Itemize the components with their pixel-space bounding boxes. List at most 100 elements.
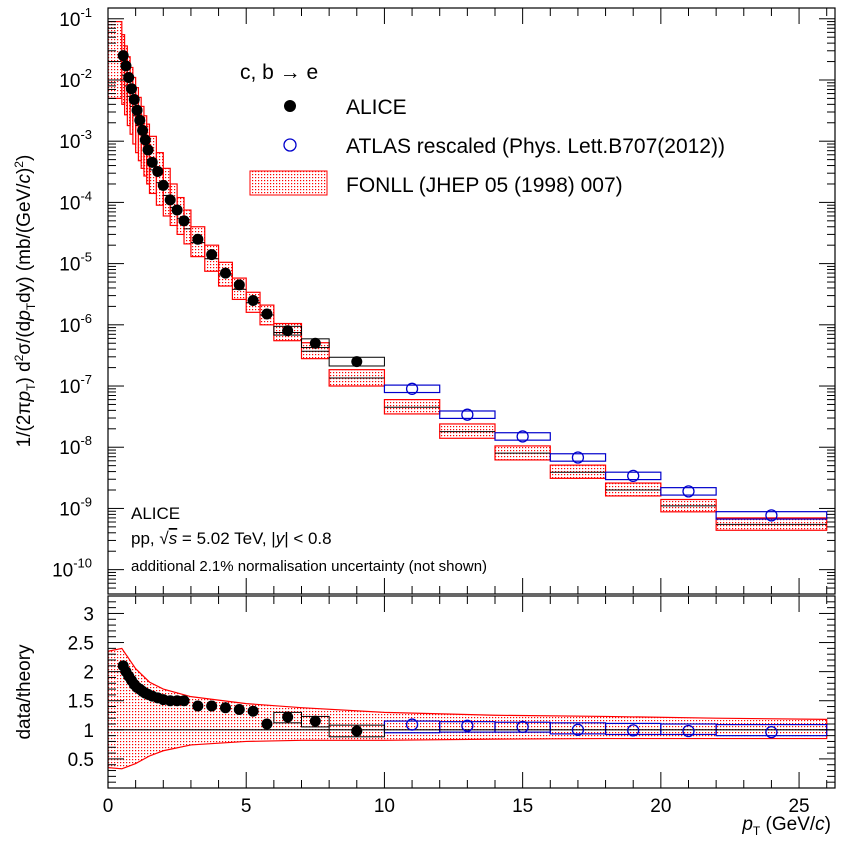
atlas-point bbox=[571, 451, 585, 464]
top-y-axis: 10-1 10-2 10-3 10-4 10-5 10-6 10-7 10-8 10-9 10-1… bbox=[52, 5, 835, 595]
atlas-point bbox=[682, 485, 695, 498]
atlas-ratio-point bbox=[571, 723, 585, 736]
y-tick-label: 10-6 bbox=[59, 311, 92, 337]
y-tick-label: 10-5 bbox=[59, 250, 92, 276]
alice-point bbox=[139, 134, 151, 146]
fonll-band-ratio bbox=[108, 647, 828, 770]
bottom-y-axis-label: data/theory bbox=[14, 644, 35, 740]
atlas-syst-box bbox=[549, 453, 607, 462]
alice-point bbox=[131, 104, 143, 116]
alice-ratio-point bbox=[192, 700, 204, 712]
legend-alice-marker bbox=[284, 100, 296, 112]
atlas-ratio-point bbox=[627, 724, 640, 737]
atlas-point bbox=[627, 469, 640, 483]
y-tick-label: 10-8 bbox=[59, 433, 92, 459]
top-frame bbox=[107, 7, 836, 595]
alice-ratio-point bbox=[219, 702, 231, 714]
x-tick-label: 20 bbox=[650, 796, 671, 817]
legend-header: c, b → e bbox=[240, 61, 318, 84]
alice-ratio-point bbox=[206, 700, 218, 712]
annotation-experiment: ALICE bbox=[131, 504, 180, 523]
annotation-normalisation: additional 2.1% normalisation uncertaint… bbox=[131, 558, 487, 575]
x-axis-label: pT (GeV/c) bbox=[741, 814, 831, 838]
atlas-points-top bbox=[383, 382, 828, 522]
atlas-point bbox=[405, 382, 419, 395]
y-tick-label: 0.5 bbox=[68, 750, 94, 771]
y-tick-label: 10-10 bbox=[52, 556, 92, 582]
alice-point bbox=[146, 156, 158, 168]
fonll-ratio-band bbox=[108, 647, 828, 770]
atlas-point bbox=[461, 408, 474, 421]
x-tick-label: 25 bbox=[788, 796, 809, 817]
alice-point bbox=[282, 325, 294, 337]
atlas-syst-box bbox=[660, 487, 717, 496]
alice-point bbox=[206, 249, 218, 261]
atlas-point bbox=[516, 430, 529, 443]
alice-point bbox=[192, 233, 204, 245]
y-tick-label: 1 bbox=[83, 721, 94, 742]
atlas-syst-box bbox=[383, 384, 441, 394]
y-tick-label: 1.5 bbox=[68, 692, 94, 713]
atlas-ratio-point bbox=[765, 725, 778, 739]
alice-point bbox=[128, 93, 140, 105]
alice-ratio-point bbox=[261, 718, 273, 730]
y-tick-label: 10-1 bbox=[59, 5, 92, 31]
atlas-ratio-point bbox=[516, 720, 529, 734]
alice-ratio-points bbox=[117, 660, 363, 737]
alice-point bbox=[117, 50, 129, 62]
legend-fonll-label: FONLL (JHEP 05 (1998) 007) bbox=[346, 174, 623, 197]
y-tick-label: 10-2 bbox=[59, 66, 92, 92]
legend-fonll-swatch bbox=[249, 170, 328, 196]
alice-point bbox=[178, 215, 190, 227]
legend-atlas-marker bbox=[283, 138, 297, 152]
bottom-x-axis: 0 5 10 15 20 25 bbox=[103, 596, 828, 817]
alice-point bbox=[125, 83, 137, 95]
alice-point bbox=[142, 144, 154, 156]
alice-points-top bbox=[117, 50, 385, 368]
alice-point bbox=[233, 279, 245, 291]
y-tick-label: 2.5 bbox=[68, 634, 94, 655]
bottom-panel: 0.5 1 1.5 2 2.5 3 0 5 10 15 20 25 data/theory pT (… bbox=[14, 595, 836, 838]
alice-point bbox=[137, 124, 149, 136]
x-tick-label: 10 bbox=[374, 796, 395, 817]
y-tick-label: 10-7 bbox=[59, 372, 92, 398]
bottom-frame bbox=[107, 595, 836, 789]
legend-alice-label: ALICE bbox=[346, 96, 407, 119]
atlas-ratio-point bbox=[405, 718, 419, 731]
alice-point bbox=[164, 194, 176, 206]
top-panel: 10-1 10-2 10-3 10-4 10-5 10-6 10-7 10-8 10-9 10-1… bbox=[12, 5, 836, 595]
alice-point bbox=[120, 60, 132, 72]
fonll-bin bbox=[155, 152, 164, 206]
alice-point bbox=[219, 267, 231, 279]
legend-atlas-label: ATLAS rescaled (Phys. Lett.B707(2012)) bbox=[346, 135, 725, 158]
fonll-bin bbox=[183, 209, 192, 245]
alice-ratio-point bbox=[247, 705, 259, 717]
fonll-band-top bbox=[108, 20, 828, 531]
atlas-syst-box bbox=[439, 410, 496, 420]
fonll-bin bbox=[108, 20, 123, 100]
y-tick-label: 10-3 bbox=[59, 127, 92, 153]
top-y-axis-label: 1/(2πpT) d2σ/(dpTdy) (mb/(GeV/c)2) bbox=[12, 155, 38, 448]
alice-ratio-point bbox=[233, 703, 245, 715]
alice-point bbox=[261, 308, 273, 320]
atlas-syst-box bbox=[604, 471, 662, 481]
x-tick-label: 15 bbox=[512, 796, 533, 817]
top-x-axis bbox=[107, 8, 828, 594]
alice-point bbox=[152, 165, 164, 177]
atlas-ratio-points bbox=[405, 718, 778, 739]
alice-point bbox=[134, 114, 146, 126]
y-tick-label: 2 bbox=[83, 663, 94, 684]
annotation-collision-system: pp, √s = 5.02 TeV, |y| < 0.8 bbox=[131, 529, 332, 548]
alice-ratio-box bbox=[328, 724, 385, 738]
y-tick-label: 3 bbox=[83, 604, 94, 625]
alice-point bbox=[351, 356, 363, 368]
alice-ratio-point bbox=[282, 711, 294, 723]
atlas-syst-box bbox=[715, 511, 828, 520]
fonll-bin bbox=[604, 482, 662, 497]
atlas-syst-box bbox=[494, 432, 551, 441]
atlas-ratio-point bbox=[461, 719, 474, 732]
alice-ratio-point bbox=[178, 695, 190, 707]
alice-point bbox=[309, 337, 321, 349]
alice-ratio-point bbox=[309, 715, 321, 727]
